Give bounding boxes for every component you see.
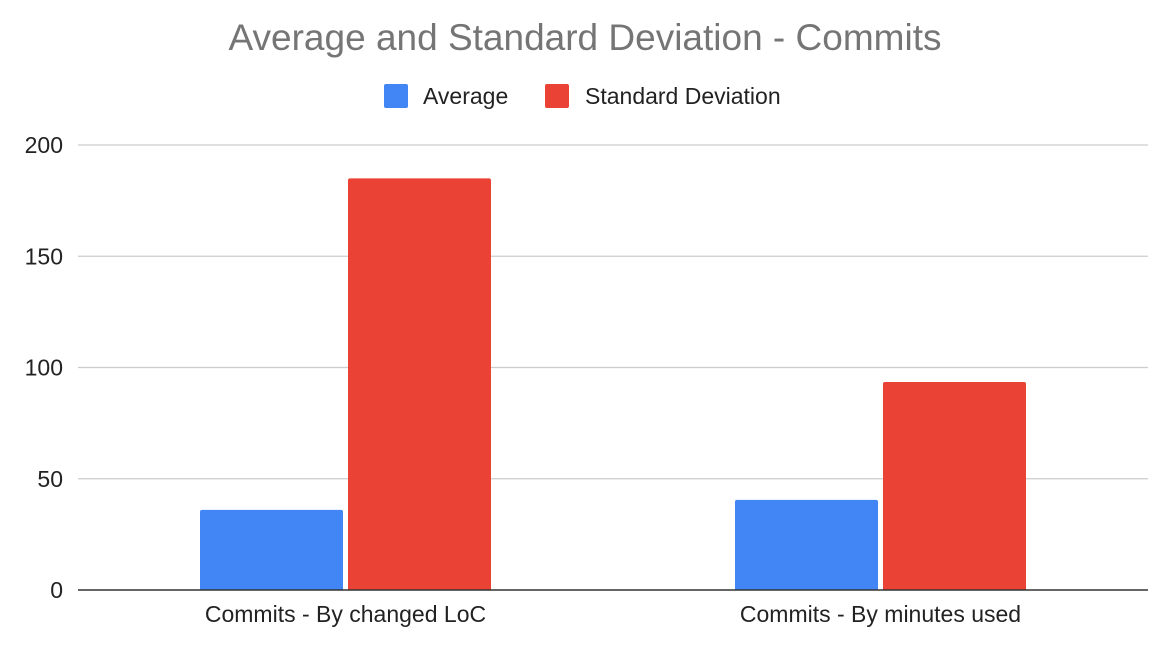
x-category-label: Commits - By minutes used bbox=[740, 601, 1021, 627]
y-tick-label: 0 bbox=[50, 577, 63, 603]
legend: Average Standard Deviation bbox=[384, 83, 781, 109]
bars bbox=[200, 178, 1026, 590]
y-tick-label: 150 bbox=[25, 243, 63, 269]
y-tick-label: 50 bbox=[37, 466, 63, 492]
bar-standard-deviation-1 bbox=[348, 178, 491, 590]
legend-swatch-standard-deviation bbox=[545, 84, 569, 108]
bar-average-2 bbox=[735, 499, 878, 590]
bar-standard-deviation-2 bbox=[883, 381, 1026, 590]
legend-label-standard-deviation: Standard Deviation bbox=[585, 83, 781, 109]
chart-title: Average and Standard Deviation - Commits bbox=[229, 17, 942, 58]
x-axis: Commits - By changed LoC Commits - By min… bbox=[78, 589, 1148, 627]
y-axis: 0 50 100 150 200 bbox=[25, 132, 63, 603]
y-tick-label: 200 bbox=[25, 132, 63, 158]
bar-average-1 bbox=[200, 509, 343, 590]
y-tick-label: 100 bbox=[25, 355, 63, 381]
legend-swatch-average bbox=[384, 84, 408, 108]
legend-label-average: Average bbox=[423, 83, 508, 109]
x-category-label: Commits - By changed LoC bbox=[205, 601, 486, 627]
